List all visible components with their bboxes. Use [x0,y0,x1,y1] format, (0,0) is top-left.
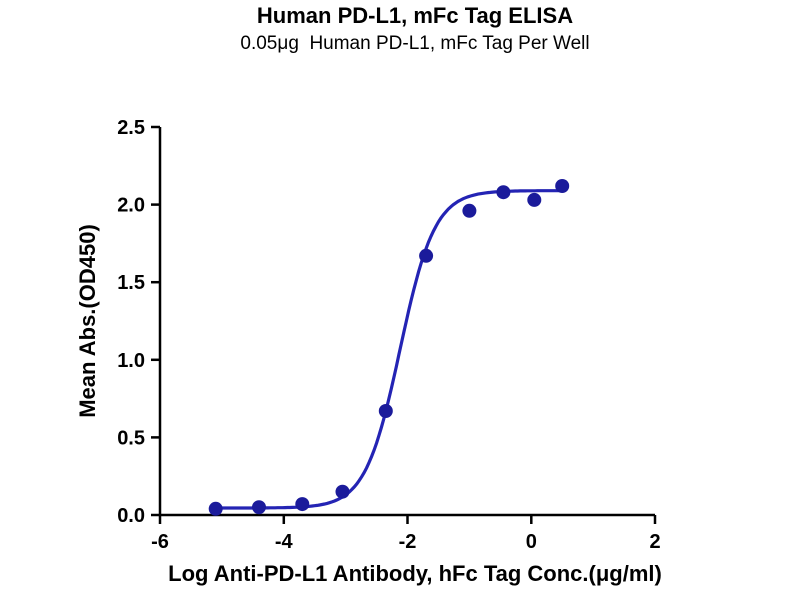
y-tick-label: 2.5 [117,117,145,139]
data-point [208,501,223,516]
data-point [419,248,434,263]
x-tick-label: -2 [399,531,417,553]
x-tick-label: 0 [526,531,537,553]
chart-title: Human PD-L1, mFc Tag ELISA [256,3,574,28]
data-point [462,203,477,218]
data-point [295,497,310,512]
chart-subtitle: 0.05μg Human PD-L1, mFc Tag Per Well [240,33,590,54]
data-point [496,185,511,200]
fit-curve [214,189,564,510]
data-point [378,404,393,418]
y-tick-label: 0.5 [117,427,145,449]
data-point [252,500,266,515]
y-tick-label: 1.5 [117,272,145,294]
x-tick-label: -6 [151,531,169,553]
data-point [527,192,542,207]
y-axis-label: Mean Abs.(OD450) [75,224,100,418]
y-tick-label: 0.0 [117,505,145,527]
y-tick-label: 2.0 [117,195,145,217]
x-tick-label: -4 [275,531,294,553]
data-point [335,484,350,499]
data-point [555,179,570,193]
x-tick-label: 2 [649,531,660,553]
y-tick-label: 1.0 [117,350,145,372]
x-axis-label: Log Anti-PD-L1 Antibody, hFc Tag Conc.(μ… [168,561,662,586]
